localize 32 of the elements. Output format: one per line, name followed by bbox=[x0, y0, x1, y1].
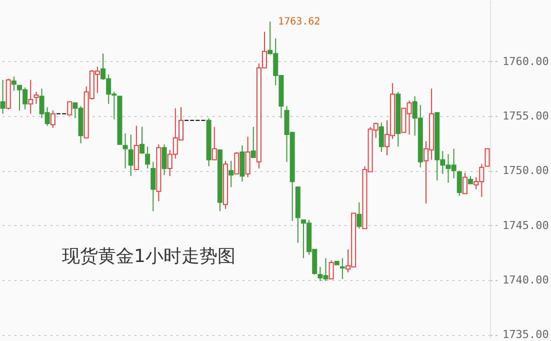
candlestick bbox=[456, 170, 462, 196]
candlestick bbox=[145, 146, 150, 169]
candlestick bbox=[484, 148, 490, 167]
y-tick-label: 1755.00 bbox=[502, 109, 549, 122]
candlestick bbox=[228, 160, 234, 188]
candlestick bbox=[122, 132, 128, 169]
candlestick bbox=[139, 126, 144, 154]
candlestick bbox=[234, 152, 240, 174]
candlestick bbox=[34, 91, 39, 104]
candlestick bbox=[162, 144, 167, 176]
annotation: 1763.62 bbox=[278, 16, 320, 28]
text: 现货黄金1小时走势图 bbox=[62, 246, 236, 267]
candlestick bbox=[340, 258, 345, 280]
y-tick-label: 1735.00 bbox=[502, 328, 549, 341]
candlestick bbox=[67, 101, 72, 116]
candlestick bbox=[250, 126, 256, 158]
candlestick bbox=[11, 76, 16, 92]
candlestick bbox=[128, 134, 134, 177]
candlestick bbox=[356, 202, 362, 230]
candlestick bbox=[328, 260, 334, 280]
candlestick bbox=[212, 126, 217, 160]
candlestick bbox=[50, 110, 56, 128]
y-tick-label: 1760.00 bbox=[502, 54, 549, 68]
candlestick bbox=[462, 172, 468, 194]
y-tick-label: 1750.00 bbox=[502, 164, 549, 178]
candlestick bbox=[150, 161, 156, 212]
candlestick bbox=[28, 79, 34, 114]
y-tick-label: 1745.00 bbox=[502, 218, 549, 232]
candlestick bbox=[378, 122, 384, 153]
candlestick bbox=[245, 136, 250, 178]
y-tick-label: 1740.00 bbox=[502, 274, 549, 287]
candlestick bbox=[0, 79, 6, 114]
